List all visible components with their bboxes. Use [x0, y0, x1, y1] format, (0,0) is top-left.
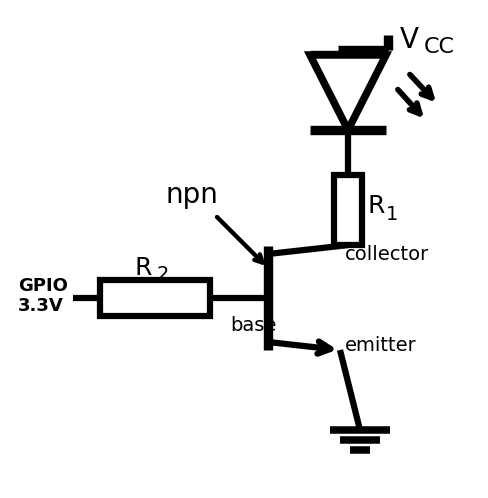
Bar — [100, 280, 210, 316]
Text: R: R — [134, 256, 152, 280]
Text: 2: 2 — [157, 264, 169, 283]
Text: base: base — [230, 316, 276, 335]
Text: R: R — [368, 194, 386, 218]
Text: V: V — [400, 26, 419, 54]
Polygon shape — [310, 55, 386, 130]
Text: CC: CC — [424, 37, 455, 57]
Text: npn: npn — [165, 181, 218, 209]
Text: collector: collector — [345, 245, 429, 263]
Text: 1: 1 — [386, 205, 398, 224]
Bar — [334, 175, 362, 245]
Text: emitter: emitter — [345, 336, 417, 355]
Text: GPIO
3.3V: GPIO 3.3V — [18, 276, 68, 315]
